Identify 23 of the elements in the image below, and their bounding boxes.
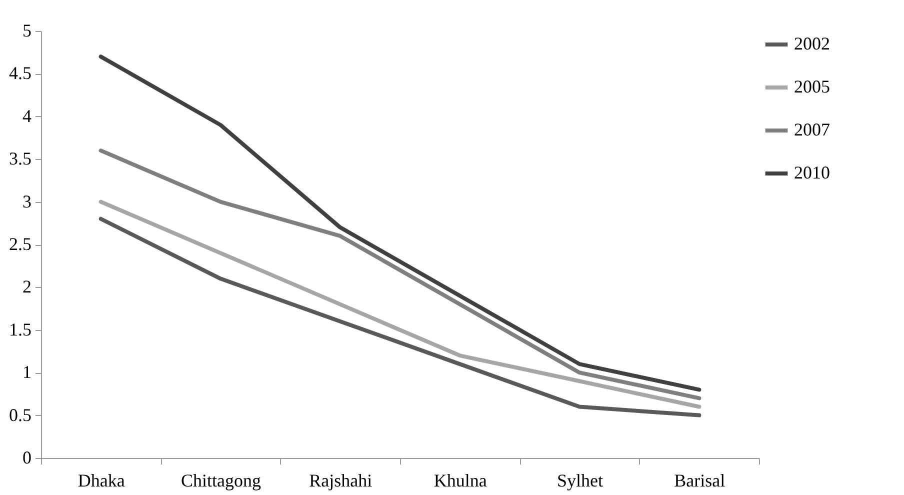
- y-tick-label: 3.5: [9, 148, 32, 169]
- y-tick-label: 1: [22, 362, 32, 382]
- y-tick-label: 0.5: [9, 404, 32, 425]
- legend-label: 2005: [794, 76, 830, 96]
- y-tick-label: 2: [22, 276, 32, 297]
- y-tick-label: 4.5: [9, 63, 32, 84]
- y-tick-label: 1.5: [9, 319, 32, 340]
- line-series: [98, 148, 702, 400]
- legend-label: 2007: [794, 120, 830, 140]
- line-series: [98, 54, 702, 392]
- x-tick-label: Chittagong: [181, 470, 261, 490]
- y-tick-label: 5: [22, 20, 32, 40]
- legend-label: 2010: [794, 162, 830, 182]
- legend-label: 2002: [794, 34, 830, 54]
- y-tick-label: 3: [22, 191, 32, 212]
- y-tick-label: 2.5: [9, 234, 32, 254]
- x-tick-label: Dhaka: [78, 470, 125, 490]
- x-tick-label: Khulna: [434, 470, 487, 490]
- x-tick-label: Rajshahi: [309, 470, 372, 490]
- y-tick-label: 0: [22, 448, 32, 468]
- x-tick-label: Barisal: [674, 470, 726, 490]
- y-tick-label: 4: [22, 106, 32, 126]
- x-tick-label: Sylhet: [556, 470, 604, 490]
